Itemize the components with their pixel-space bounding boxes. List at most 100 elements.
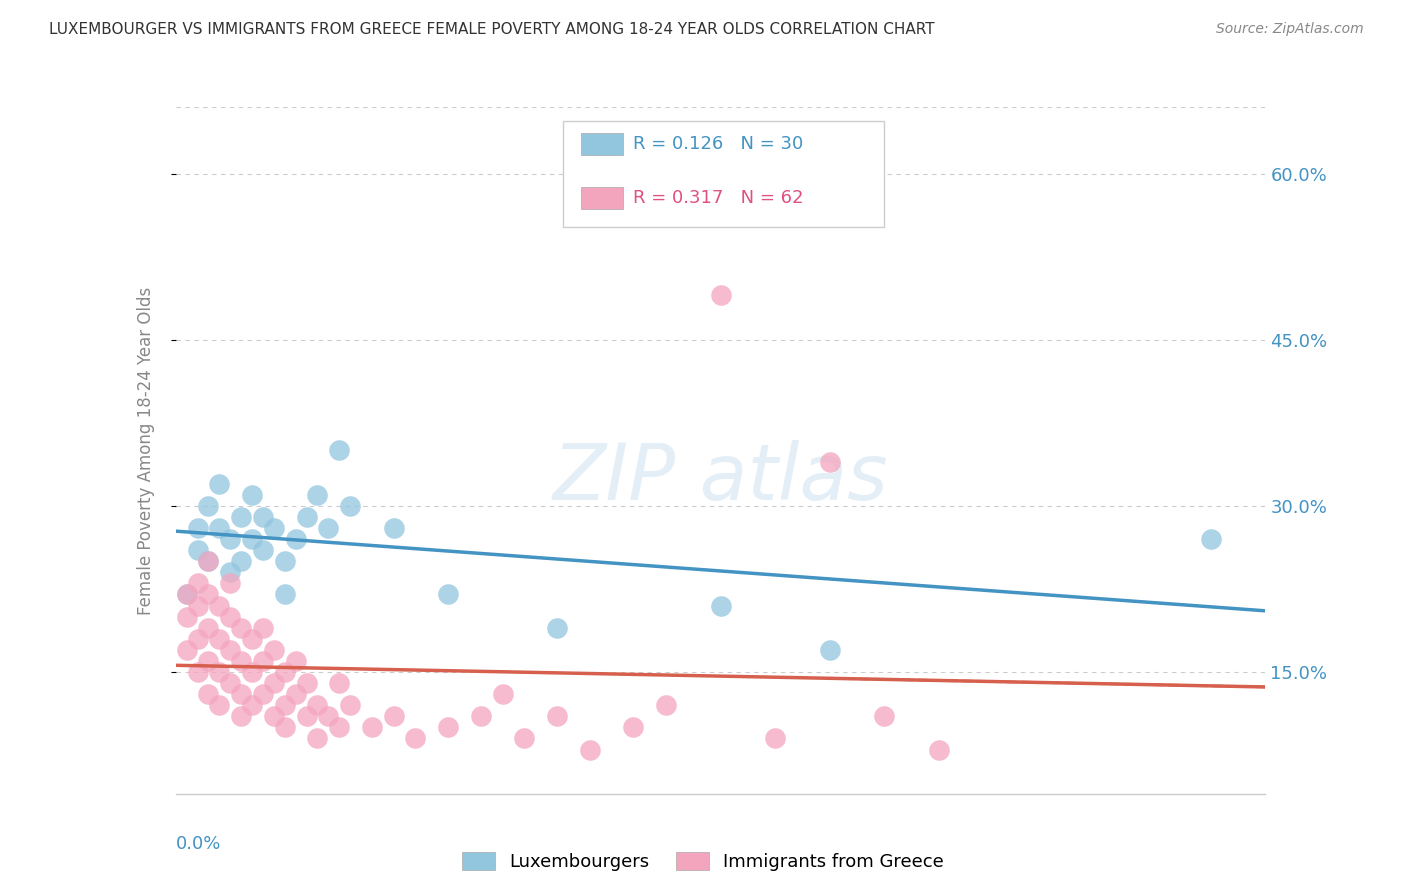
Point xyxy=(405,731,427,746)
Point xyxy=(240,532,263,546)
Point xyxy=(579,742,602,756)
Text: R = 0.126   N = 30: R = 0.126 N = 30 xyxy=(633,135,804,153)
Point xyxy=(208,632,231,646)
Point xyxy=(263,676,285,690)
Point xyxy=(763,731,786,746)
Point xyxy=(1199,532,1222,546)
Point xyxy=(318,521,340,535)
Point xyxy=(252,510,274,524)
Point xyxy=(284,532,307,546)
Point xyxy=(307,731,329,746)
Point xyxy=(621,720,644,734)
Point xyxy=(295,510,318,524)
Point xyxy=(231,654,253,668)
Point xyxy=(219,532,242,546)
Point xyxy=(470,709,492,723)
Point xyxy=(437,720,460,734)
Point xyxy=(208,476,231,491)
Point xyxy=(186,665,209,679)
Point xyxy=(492,687,515,701)
Point xyxy=(513,731,536,746)
Point xyxy=(197,654,219,668)
Point xyxy=(295,709,318,723)
Point xyxy=(546,621,568,635)
Point xyxy=(186,543,209,558)
Point xyxy=(328,720,350,734)
Point xyxy=(328,443,350,458)
Point xyxy=(339,499,361,513)
Point xyxy=(263,521,285,535)
Point xyxy=(197,687,219,701)
Y-axis label: Female Poverty Among 18-24 Year Olds: Female Poverty Among 18-24 Year Olds xyxy=(136,286,155,615)
Point xyxy=(928,742,950,756)
Point xyxy=(818,454,841,468)
Point xyxy=(197,554,219,568)
Point xyxy=(274,698,297,713)
Point xyxy=(197,587,219,601)
Point xyxy=(219,576,242,591)
Point xyxy=(873,709,896,723)
Point xyxy=(328,676,350,690)
Point xyxy=(208,698,231,713)
Legend: Luxembourgers, Immigrants from Greece: Luxembourgers, Immigrants from Greece xyxy=(456,845,950,879)
Point xyxy=(252,654,274,668)
Point xyxy=(307,698,329,713)
Point xyxy=(252,687,274,701)
Point xyxy=(176,587,198,601)
Text: Source: ZipAtlas.com: Source: ZipAtlas.com xyxy=(1216,22,1364,37)
Point xyxy=(307,488,329,502)
Point xyxy=(197,554,219,568)
Point xyxy=(284,687,307,701)
Point xyxy=(186,576,209,591)
Point xyxy=(274,665,297,679)
Point xyxy=(295,676,318,690)
Point xyxy=(208,599,231,613)
Point xyxy=(231,510,253,524)
Text: R = 0.317   N = 62: R = 0.317 N = 62 xyxy=(633,189,804,207)
Point xyxy=(240,665,263,679)
Point xyxy=(186,521,209,535)
Point xyxy=(252,543,274,558)
FancyBboxPatch shape xyxy=(562,120,884,227)
Point xyxy=(655,698,678,713)
Text: 0.0%: 0.0% xyxy=(176,835,221,853)
Point xyxy=(382,521,405,535)
Point xyxy=(274,720,297,734)
Point xyxy=(263,709,285,723)
Point xyxy=(546,709,568,723)
Point xyxy=(263,643,285,657)
Point xyxy=(219,643,242,657)
Point xyxy=(240,632,263,646)
Point xyxy=(318,709,340,723)
Point xyxy=(382,709,405,723)
Point xyxy=(208,665,231,679)
FancyBboxPatch shape xyxy=(581,133,623,155)
Point xyxy=(710,288,733,302)
Point xyxy=(231,687,253,701)
Point xyxy=(231,621,253,635)
Point xyxy=(176,609,198,624)
Point xyxy=(710,599,733,613)
Point xyxy=(360,720,382,734)
Point xyxy=(274,554,297,568)
Point xyxy=(240,698,263,713)
Point xyxy=(176,587,198,601)
Text: LUXEMBOURGER VS IMMIGRANTS FROM GREECE FEMALE POVERTY AMONG 18-24 YEAR OLDS CORR: LUXEMBOURGER VS IMMIGRANTS FROM GREECE F… xyxy=(49,22,935,37)
Text: ZIP atlas: ZIP atlas xyxy=(553,440,889,516)
Point xyxy=(252,621,274,635)
Point xyxy=(208,521,231,535)
Point xyxy=(186,632,209,646)
FancyBboxPatch shape xyxy=(581,186,623,209)
Point xyxy=(197,499,219,513)
Point xyxy=(339,698,361,713)
Point xyxy=(231,709,253,723)
Point xyxy=(219,609,242,624)
Point xyxy=(818,643,841,657)
Point xyxy=(219,566,242,580)
Point xyxy=(176,643,198,657)
Point xyxy=(240,488,263,502)
Point xyxy=(186,599,209,613)
Point xyxy=(437,587,460,601)
Point xyxy=(231,554,253,568)
Point xyxy=(284,654,307,668)
